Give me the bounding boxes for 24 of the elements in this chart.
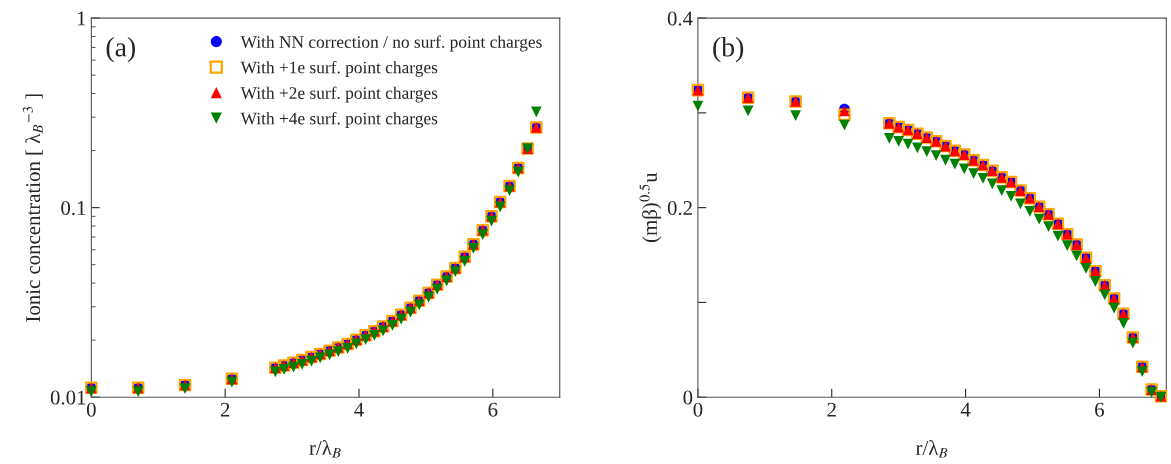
x-tick-label: 6 [488,402,498,417]
x-axis-title: r/λ$_{B}$ [915,440,948,458]
y-axis-title: (mβ)$^{0.5}$u [639,172,662,243]
legend-label: With +4e surf. point charges [240,112,438,128]
y-axis-title: Ionic concentration [ λ$_{B}$$^{−3}$ ] [22,94,43,322]
x-tick-label: 2 [220,402,230,417]
y-tick-label: 1 [77,11,86,26]
legend-label: With NN correction / no surf. point charges [240,35,542,52]
x-axis-title: r/λ$_{B}$ [309,440,341,458]
annotation: (b) [713,37,744,63]
x-tick-label: 0 [86,402,96,417]
legend-label: With +2e surf. point charges [240,86,438,103]
x-tick-label: 0 [693,402,703,417]
y-tick-label: 0.2 [667,201,692,216]
y-tick-label: 0 [683,390,693,405]
y-tick-label: 0.4 [667,11,693,26]
x-tick-label: 6 [1095,402,1104,417]
y-tick-label: 0.01 [50,390,86,405]
x-tick-label: 2 [827,402,836,417]
annotation: (a) [106,37,135,63]
x-tick-label: 4 [960,402,971,417]
legend-label: With +1e surf. point charges [240,60,438,77]
x-tick-label: 4 [354,402,364,417]
y-tick-label: 0.1 [61,201,86,216]
